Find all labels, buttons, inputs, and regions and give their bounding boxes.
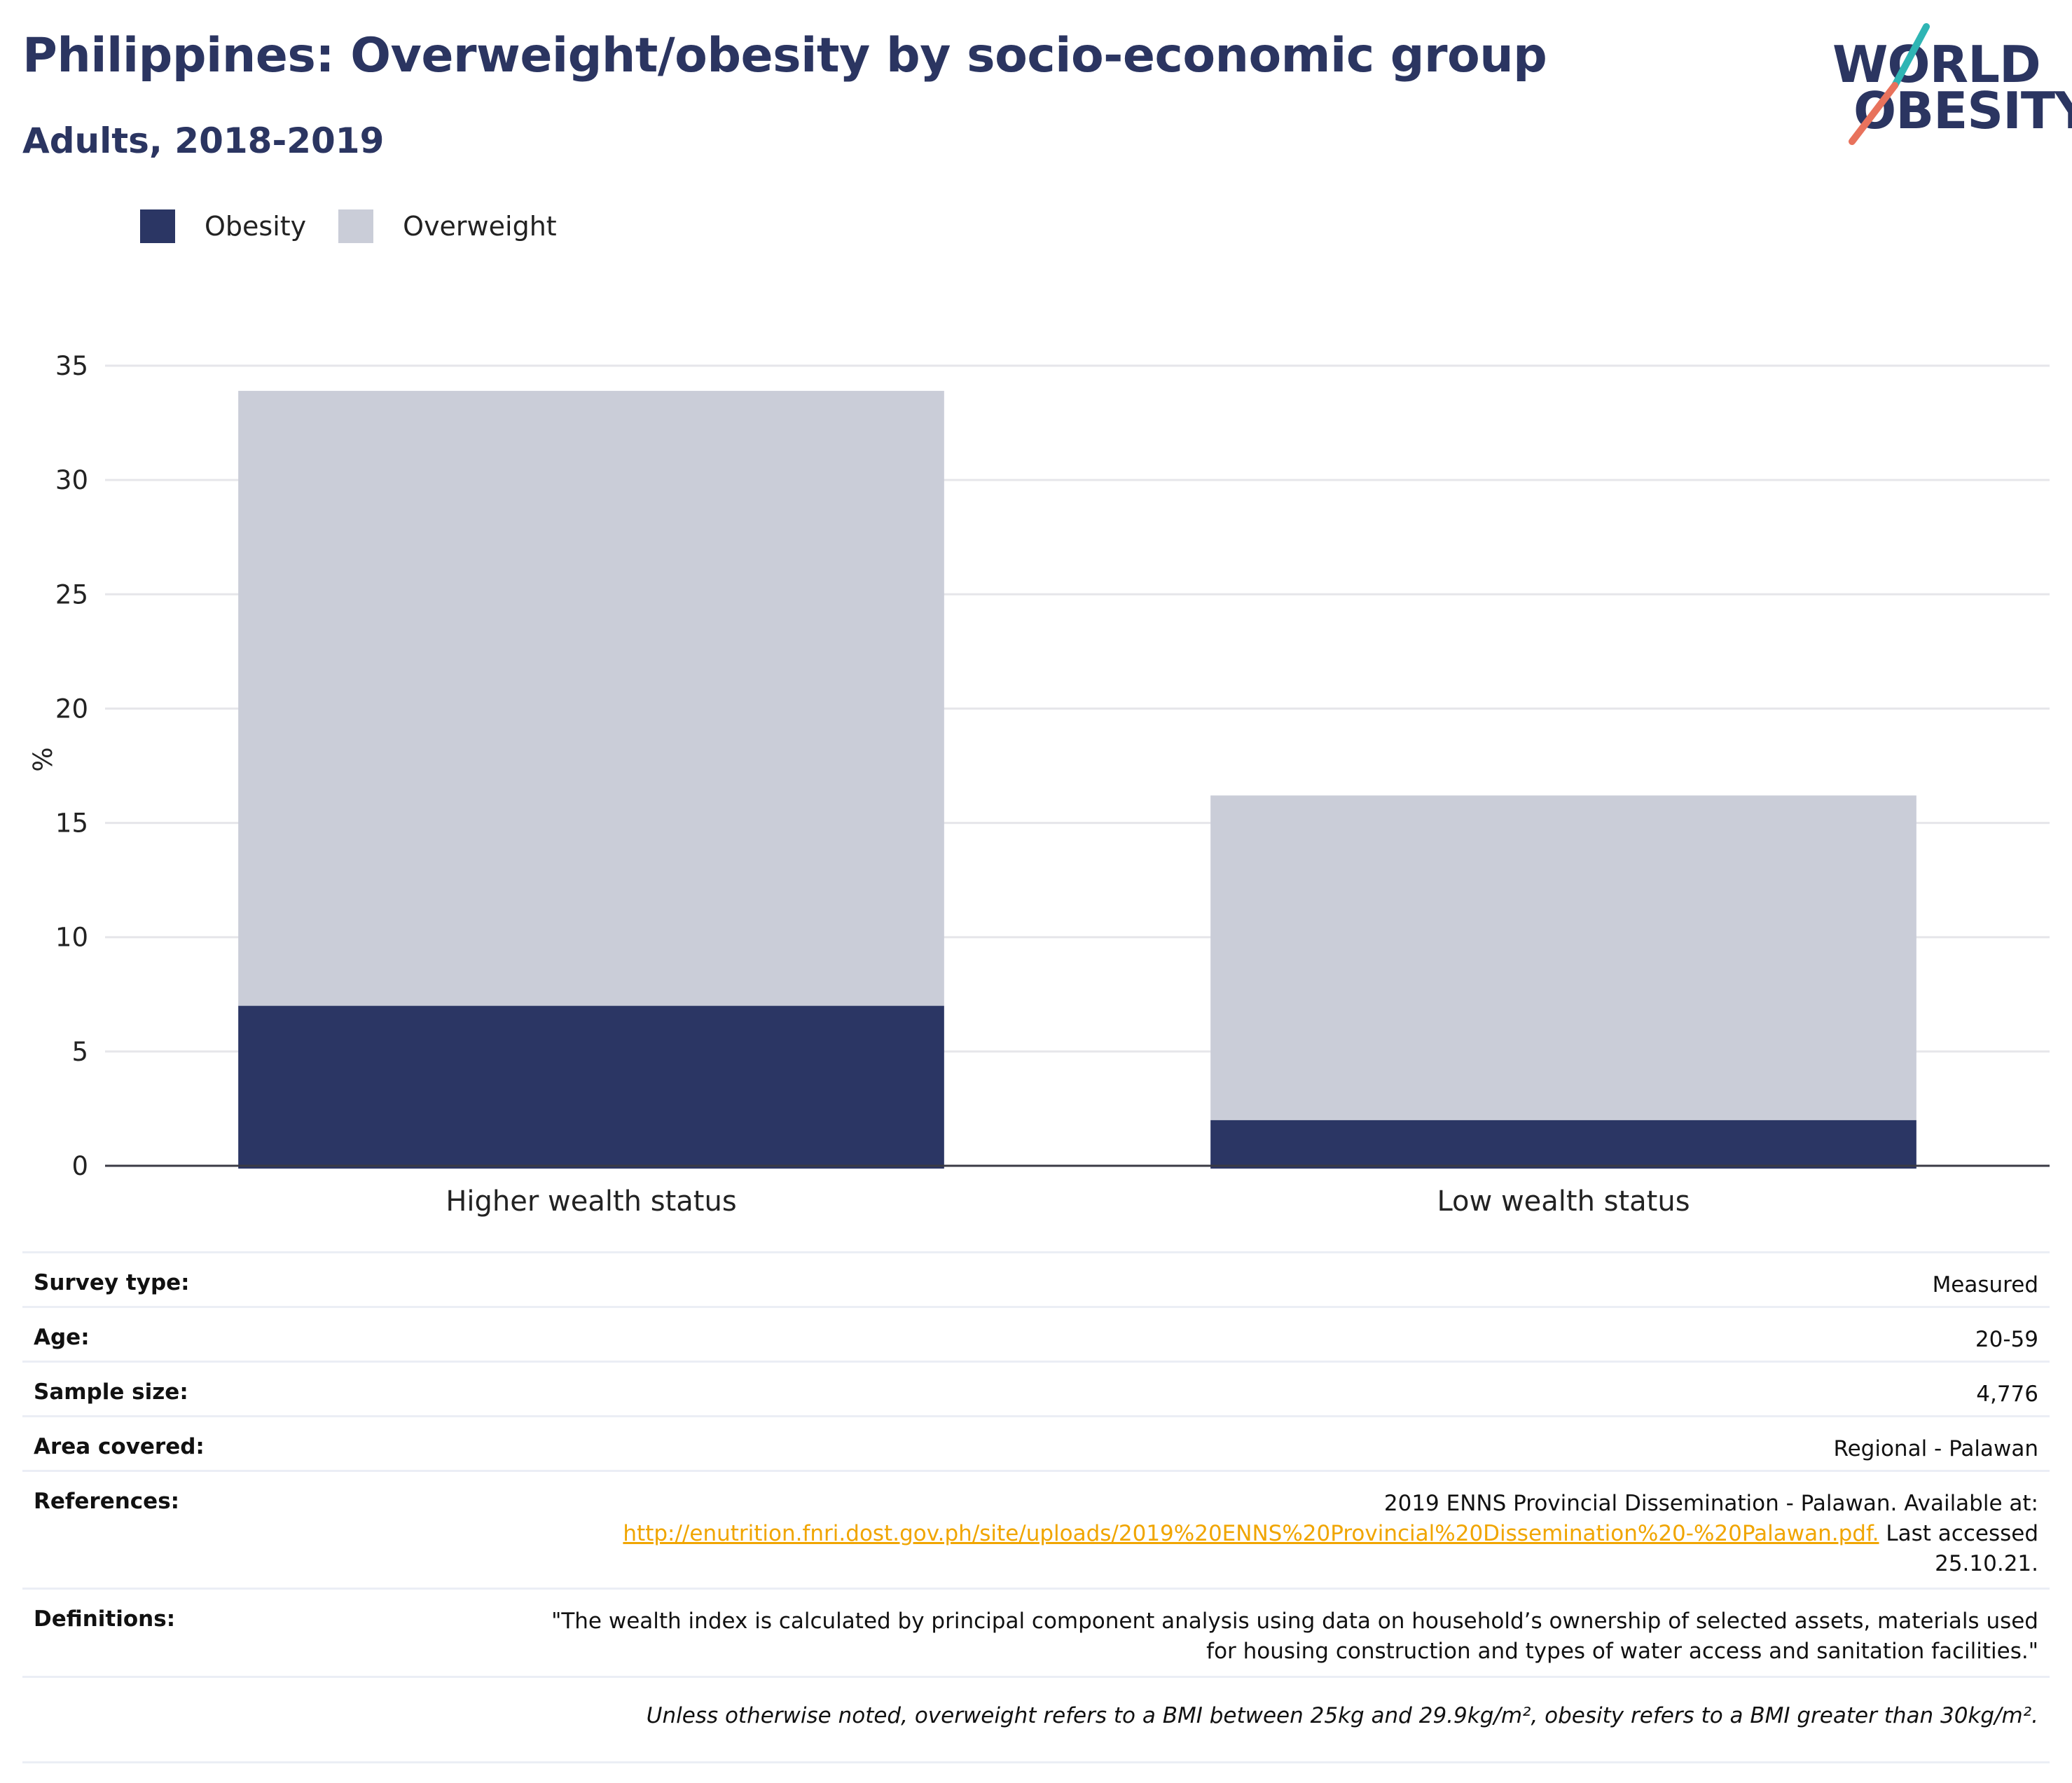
y-tick-label: 5 — [71, 1037, 88, 1067]
meta-row-references: References: 2019 ENNS Provincial Dissemi… — [22, 1472, 2050, 1590]
meta-row-definitions: Definitions: "The wealth index is calcul… — [22, 1590, 2050, 1678]
y-tick-label: 0 — [71, 1151, 88, 1181]
meta-value: Measured — [1932, 1272, 2038, 1297]
meta-label: Sample size: — [34, 1379, 188, 1405]
meta-label: Area covered: — [34, 1434, 205, 1459]
reference-text: 2019 ENNS Provincial Dissemination - Pal… — [1383, 1491, 2038, 1516]
chart-subtitle: Adults, 2018-2019 — [22, 121, 385, 161]
meta-value: 20-59 — [1975, 1327, 2038, 1352]
meta-row-age: Age: 20-59 — [22, 1308, 2050, 1363]
meta-value: Regional - Palawan — [1833, 1436, 2038, 1461]
meta-value: "The wealth index is calculated by princ… — [551, 1606, 2038, 1667]
x-category-label: Low wealth status — [1437, 1185, 1690, 1218]
bar-chart: 0 5 10 15 20 25 30 35% Higher wealth status Low w… — [28, 351, 2050, 1218]
y-tick-label: 20 — [55, 694, 88, 724]
meta-row-footnote: Unless otherwise noted, overweight refer… — [22, 1678, 2050, 1763]
legend-swatch-overweight — [338, 209, 374, 243]
meta-row-sample-size: Sample size: 4,776 — [22, 1363, 2050, 1417]
bar-overweight-2 — [1210, 795, 1916, 1120]
y-tick-label: 10 — [55, 923, 88, 953]
logo-word-world: WORLD — [1832, 35, 2041, 94]
meta-row-survey-type: Survey type: Measured — [22, 1253, 2050, 1308]
reference-accessed: Last accessed — [1886, 1521, 2038, 1546]
legend-label-obesity: Obesity — [205, 211, 307, 242]
meta-value: 2019 ENNS Provincial Dissemination - Pal… — [623, 1489, 2038, 1579]
meta-label: Age: — [34, 1325, 90, 1350]
y-tick-label: 30 — [55, 465, 88, 495]
y-axis-label: % — [28, 747, 58, 771]
meta-label: Survey type: — [34, 1270, 190, 1295]
bar-obesity-2 — [1210, 1120, 1916, 1169]
x-category-label: Higher wealth status — [446, 1185, 736, 1218]
world-obesity-logo: WORLD OBESITY — [1828, 21, 2072, 147]
survey-metadata-table: Survey type: Measured Age: 20-59 Sample … — [22, 1251, 2050, 1763]
y-tick-label: 25 — [55, 579, 88, 610]
reference-link[interactable]: http://enutrition.fnri.dost.gov.ph/site/… — [623, 1521, 1879, 1546]
meta-label: References: — [34, 1489, 180, 1514]
y-tick-label: 15 — [55, 808, 88, 839]
definition-line-1: "The wealth index is calculated by princ… — [551, 1609, 2038, 1634]
bar-overweight-1 — [238, 390, 944, 1006]
meta-label: Definitions: — [34, 1606, 176, 1632]
legend-swatch-obesity — [140, 209, 175, 243]
legend-item-overweight: Overweight — [338, 209, 557, 243]
legend-item-obesity: Obesity — [140, 209, 306, 243]
logo-slash-icon — [1849, 23, 1930, 145]
bmi-footnote: Unless otherwise noted, overweight refer… — [646, 1703, 2038, 1728]
definition-line-2: for housing construction and types of wa… — [1206, 1639, 2038, 1664]
chart-title: Philippines: Overweight/obesity by socio… — [22, 28, 1547, 83]
y-tick-label: 35 — [55, 351, 88, 381]
reference-date: 25.10.21. — [1935, 1551, 2038, 1576]
legend-label-overweight: Overweight — [403, 211, 557, 242]
meta-row-area-covered: Area covered: Regional - Palawan — [22, 1417, 2050, 1472]
chart-legend: Obesity Overweight — [140, 209, 589, 244]
bar-obesity-1 — [238, 1005, 944, 1169]
meta-value: 4,776 — [1976, 1382, 2038, 1407]
